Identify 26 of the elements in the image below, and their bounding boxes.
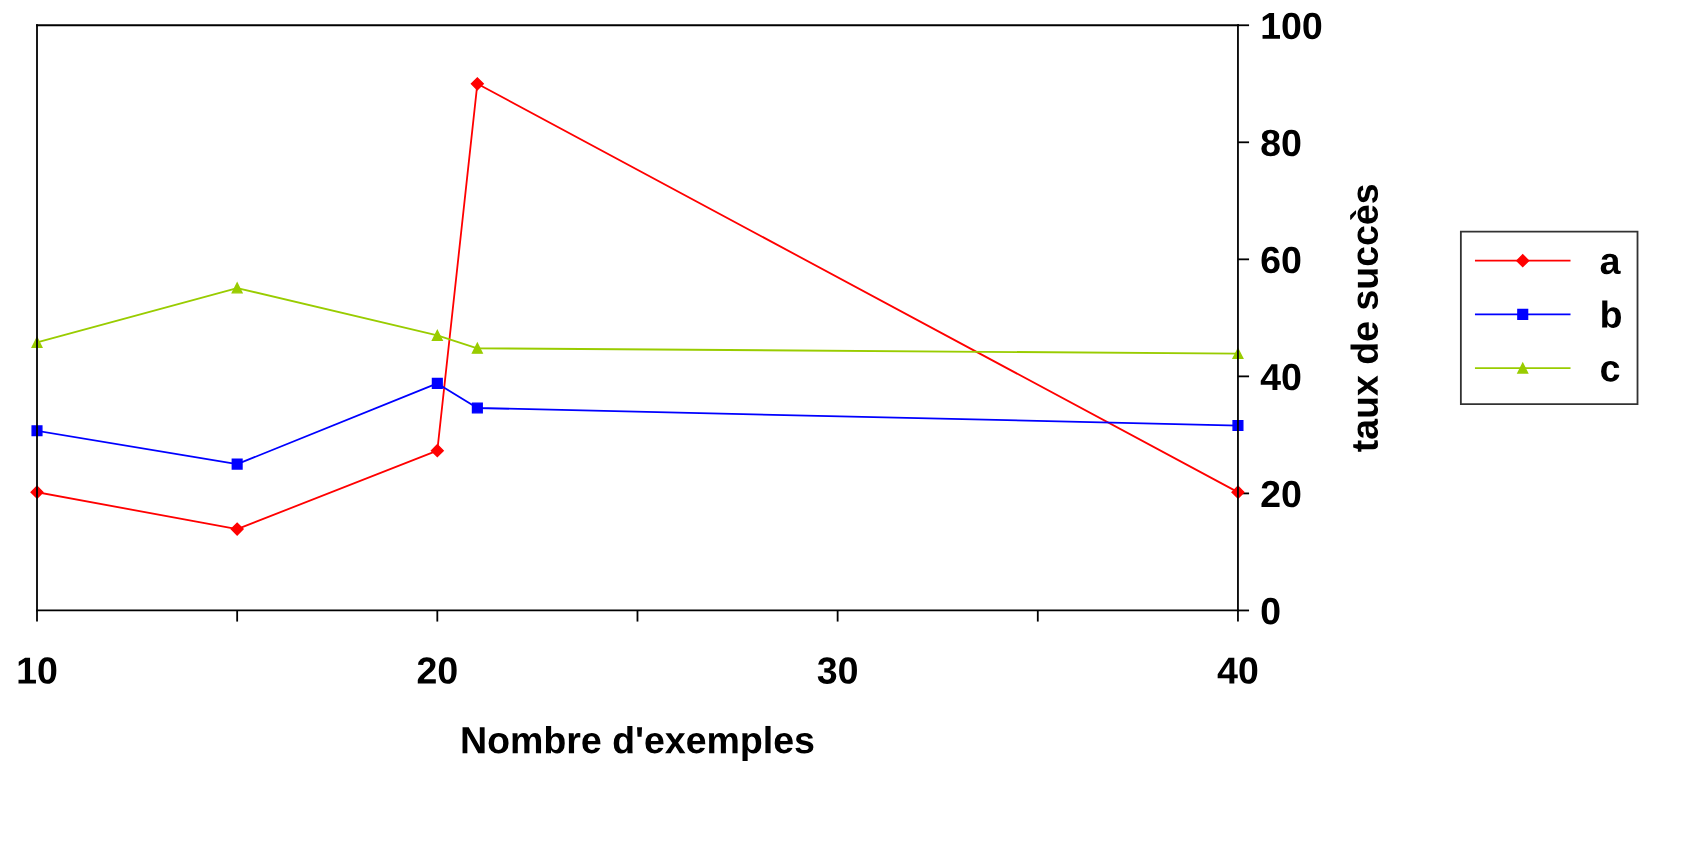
- point: [231, 458, 243, 470]
- point: [31, 425, 43, 437]
- point: [471, 342, 483, 354]
- y-tick-label: 0: [1261, 597, 1280, 625]
- y-tick-label: 100: [1262, 12, 1322, 40]
- point: [230, 522, 244, 536]
- point: [1232, 419, 1244, 432]
- point: [470, 77, 484, 91]
- x-tick-label: 40: [1217, 657, 1258, 684]
- legend-label: b: [1602, 300, 1621, 328]
- y-axis-title: taux de succès: [1350, 184, 1379, 452]
- point: [431, 377, 443, 389]
- point: [231, 282, 243, 294]
- y-tick-label: 20: [1261, 480, 1301, 508]
- legend-label: c: [1601, 361, 1620, 382]
- x-tick-label: 20: [417, 657, 457, 684]
- y-tick-label: 80: [1261, 129, 1301, 157]
- point: [431, 329, 443, 341]
- x-tick-label: 10: [18, 657, 57, 684]
- x-axis-title: Nombre d'exemples: [462, 725, 814, 761]
- point: [430, 444, 444, 458]
- y-tick-label: 60: [1261, 246, 1301, 274]
- x-tick-label: 30: [817, 657, 857, 684]
- point: [471, 402, 483, 414]
- y-tick-label: 40: [1260, 363, 1301, 391]
- legend-label: a: [1600, 253, 1621, 275]
